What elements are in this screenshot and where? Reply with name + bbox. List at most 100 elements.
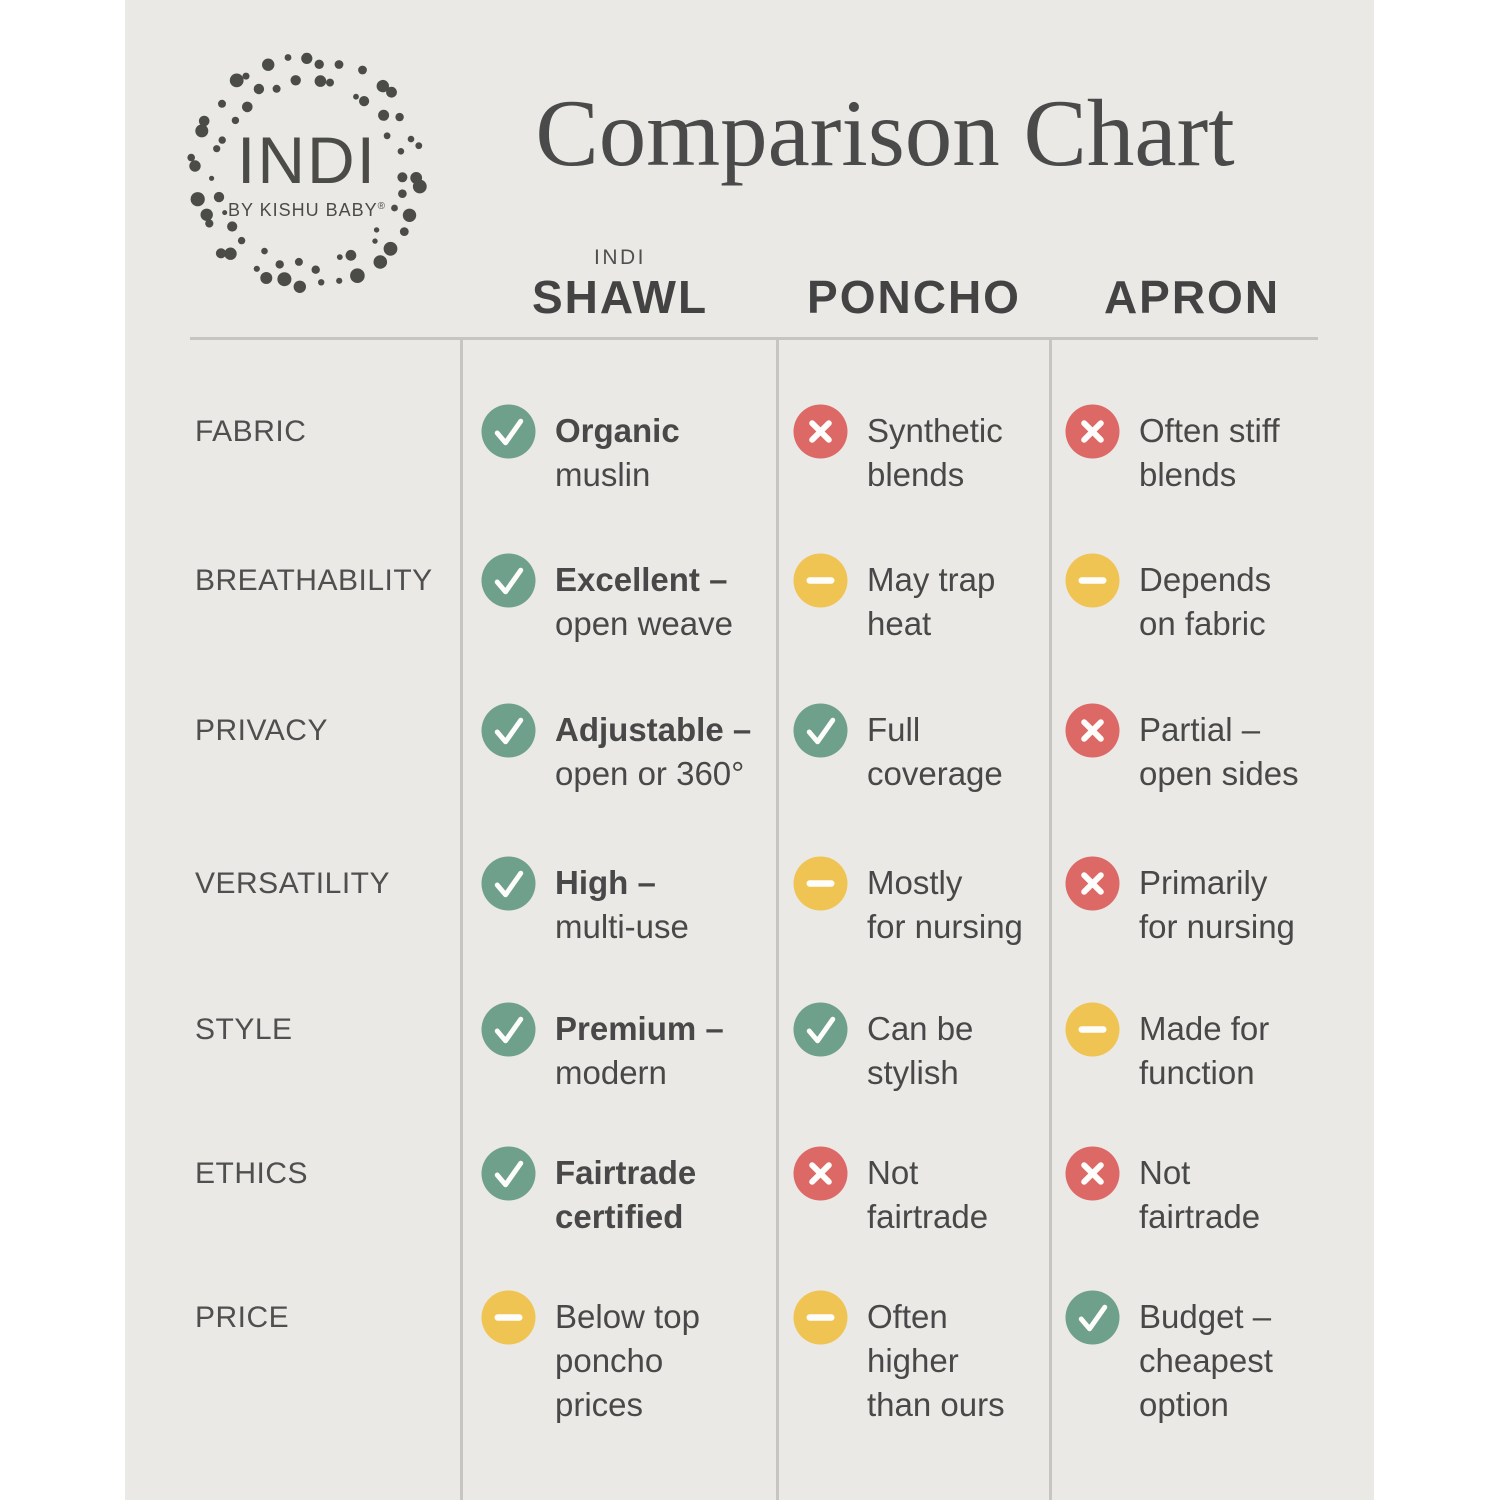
column-label: PONCHO xyxy=(807,271,1021,323)
header-divider xyxy=(190,337,1318,340)
table-cell: Often higher than ours xyxy=(793,1290,1005,1427)
column-divider-2 xyxy=(776,339,779,1500)
table-cell: Synthetic blends xyxy=(793,404,1003,497)
cell-line: Synthetic xyxy=(867,412,1003,449)
check-icon xyxy=(481,1002,536,1057)
registered-mark: ® xyxy=(377,201,387,212)
column-divider-1 xyxy=(460,339,463,1500)
column-label: SHAWL xyxy=(531,271,709,323)
dash-icon xyxy=(793,856,848,911)
cell-text: Organic muslin xyxy=(555,404,680,497)
cell-line: Primarily xyxy=(1139,864,1268,901)
cell-text: Fairtrade certified xyxy=(555,1146,696,1239)
cell-text: Made for function xyxy=(1139,1002,1269,1095)
cell-text: Primarily for nursing xyxy=(1139,856,1295,949)
cell-line: prices xyxy=(555,1386,644,1423)
table-cell: Budget – cheapest option xyxy=(1065,1290,1273,1427)
cell-line: poncho xyxy=(555,1342,664,1379)
cell-text: Excellent – open weave xyxy=(555,553,733,646)
row-label-ethics: ETHICS xyxy=(195,1157,309,1190)
brand-name: INDI xyxy=(237,123,377,197)
cell-text: Adjustable – open or 360° xyxy=(555,703,751,796)
dash-icon xyxy=(793,1290,848,1345)
cell-line: on fabric xyxy=(1139,605,1266,642)
column-header-shawl: INDI SHAWL xyxy=(460,238,780,320)
row-label-fabric: FABRIC xyxy=(195,415,307,448)
row-label-style: STYLE xyxy=(195,1013,293,1046)
cell-line: function xyxy=(1139,1054,1255,1091)
cell-line: Budget – xyxy=(1139,1298,1272,1335)
row-label-breathability: BREATHABILITY xyxy=(195,564,433,597)
cell-line: Often stiff xyxy=(1139,412,1280,449)
cell-line: Fairtrade xyxy=(555,1154,697,1191)
row-label-versatility: VERSATILITY xyxy=(195,867,390,900)
cell-line: modern xyxy=(555,1054,667,1091)
cell-line: open sides xyxy=(1139,755,1299,792)
cell-line: Adjustable – xyxy=(555,711,752,748)
column-header-poncho: PONCHO xyxy=(754,238,1074,320)
cell-line: blends xyxy=(1139,456,1237,493)
cell-line: May trap xyxy=(867,561,996,598)
table-cell: Adjustable – open or 360° xyxy=(481,703,751,796)
cell-line: Organic xyxy=(555,412,680,449)
cell-line: Not xyxy=(867,1154,919,1191)
cell-line: fairtrade xyxy=(867,1198,989,1235)
cell-line: than ours xyxy=(867,1386,1005,1423)
cell-line: blends xyxy=(867,456,965,493)
cell-line: muslin xyxy=(555,456,651,493)
cell-line: Excellent – xyxy=(555,561,728,598)
cell-line: Partial – xyxy=(1139,711,1261,748)
check-icon xyxy=(793,703,848,758)
cell-text: Full coverage xyxy=(867,703,1003,796)
cell-line: Mostly xyxy=(867,864,963,901)
cell-text: Budget – cheapest option xyxy=(1139,1290,1273,1427)
table-cell: Primarily for nursing xyxy=(1065,856,1295,949)
column-header-apron: APRON xyxy=(1032,238,1352,320)
cell-line: for nursing xyxy=(1139,908,1295,945)
cell-text: Partial – open sides xyxy=(1139,703,1299,796)
check-icon xyxy=(1065,1290,1120,1345)
check-icon xyxy=(481,703,536,758)
brand-subtitle-text: BY KISHU BABY xyxy=(227,200,378,220)
check-icon xyxy=(481,856,536,911)
cross-icon xyxy=(1065,404,1120,459)
check-icon xyxy=(481,404,536,459)
cross-icon xyxy=(793,1146,848,1201)
column-label: APRON xyxy=(1103,271,1281,323)
cell-line: stylish xyxy=(867,1054,959,1091)
row-label-price: PRICE xyxy=(195,1301,290,1334)
cell-line: Not xyxy=(1139,1154,1191,1191)
cross-icon xyxy=(1065,856,1120,911)
brand-subtitle: BY KISHU BABY® xyxy=(228,200,386,221)
card-background xyxy=(125,0,1374,1500)
cell-text: Synthetic blends xyxy=(867,404,1003,497)
cell-line: multi-use xyxy=(555,908,689,945)
cell-text: Not fairtrade xyxy=(867,1146,988,1239)
table-cell: Fairtrade certified xyxy=(481,1146,696,1239)
cell-line: Below top xyxy=(555,1298,700,1335)
cell-line: Depends xyxy=(1139,561,1272,598)
cell-text: Premium – modern xyxy=(555,1002,724,1095)
cell-text: Depends on fabric xyxy=(1139,553,1271,646)
cell-line: certified xyxy=(555,1198,684,1235)
table-cell: Made for function xyxy=(1065,1002,1269,1095)
cell-line: heat xyxy=(867,605,932,642)
cell-text: Often stiff blends xyxy=(1139,404,1280,497)
table-cell: Not fairtrade xyxy=(1065,1146,1260,1239)
cell-text: Not fairtrade xyxy=(1139,1146,1260,1239)
table-cell: Organic muslin xyxy=(481,404,680,497)
table-cell: Often stiff blends xyxy=(1065,404,1280,497)
cross-icon xyxy=(1065,1146,1120,1201)
cell-line: Premium – xyxy=(555,1010,724,1047)
cell-line: Made for xyxy=(1139,1010,1270,1047)
cell-text: High – multi-use xyxy=(555,856,689,949)
cell-text: Mostly for nursing xyxy=(867,856,1023,949)
cell-line: fairtrade xyxy=(1139,1198,1261,1235)
check-icon xyxy=(481,1146,536,1201)
cell-line: option xyxy=(1139,1386,1229,1423)
table-cell: Not fairtrade xyxy=(793,1146,988,1239)
cell-line: Can be xyxy=(867,1010,974,1047)
table-cell: Partial – open sides xyxy=(1065,703,1299,796)
table-cell: Premium – modern xyxy=(481,1002,724,1095)
cell-text: Below top poncho prices xyxy=(555,1290,700,1427)
